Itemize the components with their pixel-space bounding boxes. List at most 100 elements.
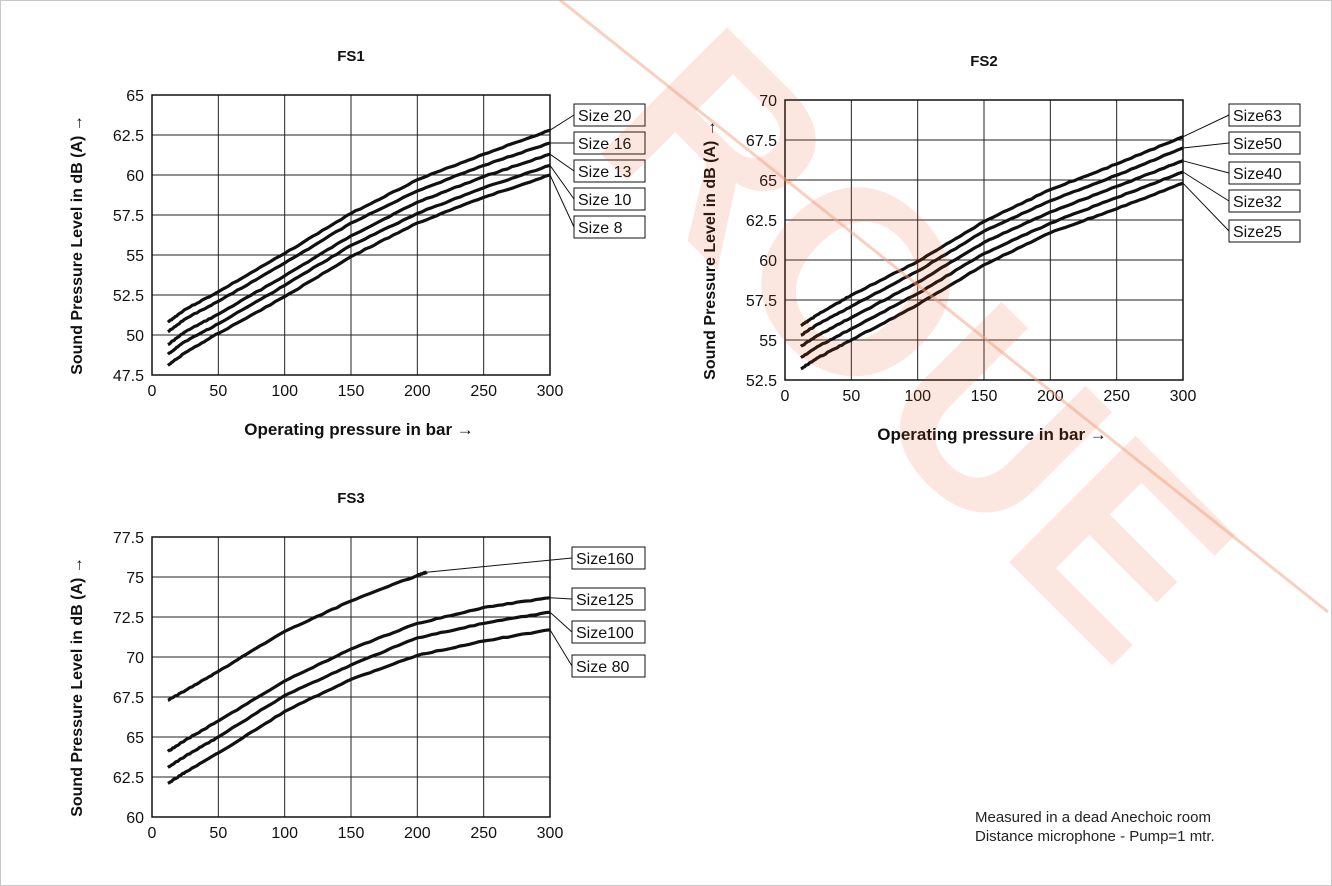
y-tick-label: 65 <box>126 88 144 105</box>
y-axis-label: Sound Pressure Level in dB (A) → <box>69 115 86 375</box>
y-axis-label: Sound Pressure Level in dB (A) → <box>69 557 86 817</box>
y-tick-label: 70 <box>126 650 144 667</box>
series-label: Size40 <box>1233 166 1282 183</box>
x-tick-label: 0 <box>148 825 157 842</box>
y-tick-label: 62.5 <box>113 128 144 145</box>
series-line <box>167 152 551 347</box>
series-line <box>800 181 1184 371</box>
series-label: Size 8 <box>578 220 623 237</box>
x-tick-label: 300 <box>537 383 564 400</box>
x-tick-label: 300 <box>537 825 564 842</box>
series-label: Size 13 <box>578 164 631 181</box>
chart-title: FS1 <box>337 48 365 65</box>
x-tick-label: 250 <box>1103 388 1130 405</box>
y-tick-label: 60 <box>126 810 144 827</box>
x-tick-label: 100 <box>904 388 931 405</box>
y-tick-label: 60 <box>759 253 777 270</box>
series-line <box>166 173 551 367</box>
y-tick-label: 70 <box>759 93 777 110</box>
series-label: Size160 <box>576 551 634 568</box>
series-label: Size 80 <box>576 659 629 676</box>
series-line <box>166 128 551 324</box>
x-tick-label: 150 <box>338 825 365 842</box>
series-label: Size 16 <box>578 136 631 153</box>
x-tick-label: 100 <box>271 825 298 842</box>
series-leader-line <box>549 114 575 131</box>
x-tick-label: 0 <box>781 388 790 405</box>
series-line <box>166 163 551 356</box>
y-tick-label: 67.5 <box>746 133 777 150</box>
x-tick-label: 50 <box>209 825 227 842</box>
series-leader-line <box>549 153 575 172</box>
y-axis-label: Sound Pressure Level in dB (A) → <box>702 120 719 380</box>
x-tick-label: 150 <box>338 383 365 400</box>
series-leader-line <box>549 597 573 600</box>
series-label: Size25 <box>1233 224 1282 241</box>
series-label: Size 20 <box>578 108 631 125</box>
y-tick-label: 65 <box>759 173 777 190</box>
x-axis-label: Operating pressure in bar → <box>244 420 474 439</box>
series-label-box <box>571 620 646 644</box>
chart-title: FS3 <box>337 490 365 507</box>
series-label: Size63 <box>1233 108 1282 125</box>
y-tick-label: 62.5 <box>746 213 777 230</box>
plot-frame <box>151 536 551 818</box>
series-leader-line <box>1182 114 1230 138</box>
x-tick-label: 0 <box>148 383 157 400</box>
plot-frame <box>151 94 551 376</box>
y-tick-label: 60 <box>126 168 144 185</box>
series-line <box>166 610 551 769</box>
series-leader-line <box>549 629 573 667</box>
series-label-box <box>571 654 646 678</box>
series-leader-line <box>426 557 573 573</box>
x-tick-label: 200 <box>404 383 431 400</box>
x-tick-label: 100 <box>271 383 298 400</box>
y-tick-label: 57.5 <box>746 293 777 310</box>
y-tick-label: 52.5 <box>746 373 777 390</box>
x-tick-label: 50 <box>842 388 860 405</box>
y-tick-label: 55 <box>126 248 144 265</box>
measurement-note: Measured in a dead Anechoic room Distanc… <box>975 808 1215 846</box>
series-label: Size32 <box>1233 194 1282 211</box>
x-tick-label: 250 <box>470 383 497 400</box>
y-tick-label: 57.5 <box>113 208 144 225</box>
series-line <box>167 570 428 702</box>
series-label: Size100 <box>576 625 634 642</box>
y-tick-label: 50 <box>126 328 144 345</box>
y-tick-label: 47.5 <box>113 368 144 385</box>
x-tick-label: 150 <box>971 388 998 405</box>
series-line <box>800 135 1184 328</box>
x-tick-label: 50 <box>209 383 227 400</box>
series-leader-line <box>1182 142 1230 149</box>
y-tick-label: 65 <box>126 730 144 747</box>
chart-title: FS2 <box>970 53 998 70</box>
y-tick-label: 67.5 <box>113 690 144 707</box>
series-label: Size50 <box>1233 136 1282 153</box>
series-label: Size125 <box>576 592 634 609</box>
x-tick-label: 200 <box>1037 388 1064 405</box>
series-line <box>167 628 551 785</box>
series-line <box>167 141 551 334</box>
series-line <box>799 159 1184 348</box>
y-tick-label: 75 <box>126 570 144 587</box>
series-leader-line <box>1182 160 1230 174</box>
series-line <box>166 596 551 753</box>
series-leader-line <box>549 611 573 633</box>
note-line-2: Distance microphone - Pump=1 mtr. <box>975 828 1215 845</box>
y-tick-label: 72.5 <box>113 610 144 627</box>
y-tick-label: 77.5 <box>113 530 144 547</box>
series-line <box>799 170 1184 359</box>
y-tick-label: 62.5 <box>113 770 144 787</box>
series-label: Size 10 <box>578 192 631 209</box>
x-axis-label: Operating pressure in bar → <box>877 425 1107 444</box>
x-tick-label: 300 <box>1170 388 1197 405</box>
series-leader-line <box>1182 171 1230 202</box>
y-tick-label: 52.5 <box>113 288 144 305</box>
series-leader-line <box>1182 182 1230 232</box>
x-tick-label: 200 <box>404 825 431 842</box>
x-tick-label: 250 <box>470 825 497 842</box>
series-line <box>800 146 1184 337</box>
y-tick-label: 55 <box>759 333 777 350</box>
note-line-1: Measured in a dead Anechoic room <box>975 809 1211 826</box>
